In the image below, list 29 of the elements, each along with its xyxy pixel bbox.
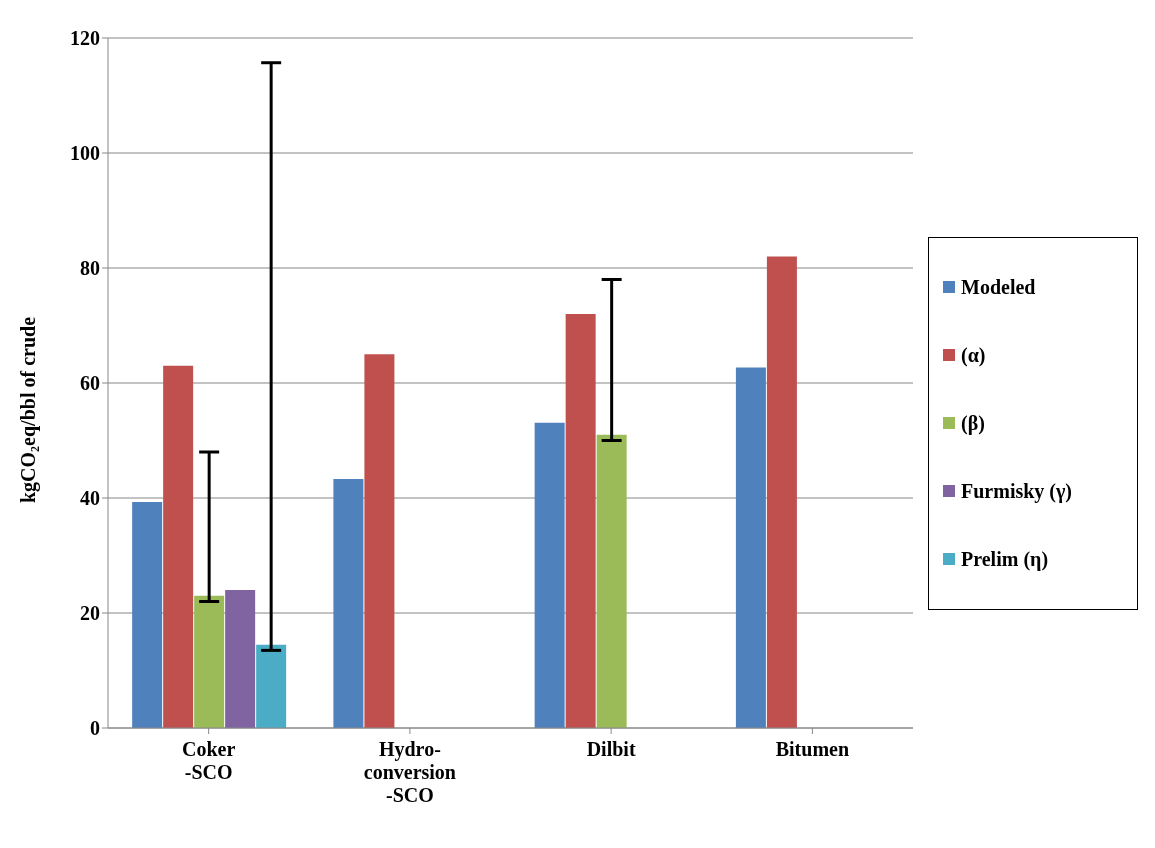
y-axis-title: kgCO₂eq/bbl of crude (17, 316, 41, 503)
y-tick-label: 20 (80, 602, 100, 625)
legend-label: (α) (961, 343, 986, 367)
bar (735, 367, 766, 728)
legend-label: Modeled (961, 275, 1036, 299)
bar (256, 644, 287, 728)
x-tick-label: Dilbit (586, 738, 636, 760)
y-tick-label: 40 (80, 487, 100, 510)
bar (163, 365, 194, 728)
bar (565, 314, 596, 728)
x-tick-label: Coker -SCO (181, 738, 236, 783)
bar (225, 590, 256, 728)
y-tick-label: 0 (90, 717, 100, 740)
legend-label: (β) (961, 411, 985, 435)
legend-label: Prelim (η) (961, 547, 1049, 571)
bar (194, 595, 225, 728)
bar (534, 422, 565, 728)
y-tick-label: 60 (80, 372, 100, 395)
y-tick-label: 100 (70, 142, 100, 165)
legend-label: Furmisky (γ) (961, 479, 1073, 503)
bar (132, 502, 163, 728)
bar (596, 434, 627, 728)
bar (364, 354, 395, 728)
y-tick-label: 120 (70, 27, 100, 50)
x-tick-label: Bitumen (775, 738, 850, 760)
bar (766, 256, 797, 728)
y-tick-label: 80 (80, 257, 100, 280)
bar (333, 479, 364, 728)
x-tick-label: Hydro- conversion -SCO (363, 738, 456, 806)
